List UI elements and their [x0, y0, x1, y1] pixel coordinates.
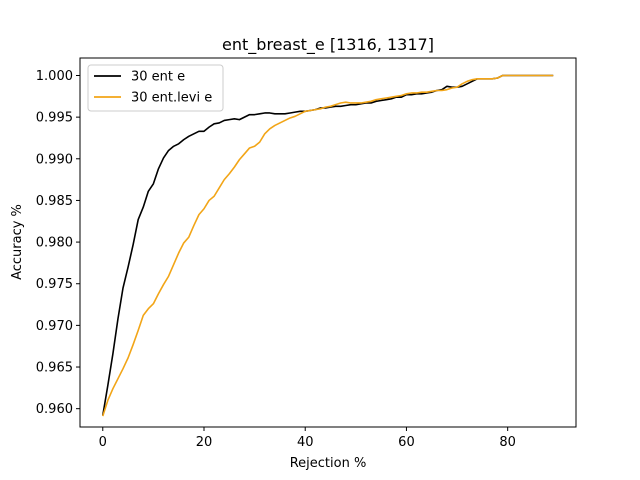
plot-area: 0 20 40 60 80 0.960 0.965 0.970 0.975 0.980 0.985 0… — [36, 57, 577, 450]
legend-label-1: 30 ent e — [131, 70, 185, 85]
y-tick-label: 0.970 — [36, 319, 73, 334]
y-tick-label: 0.965 — [36, 361, 73, 376]
y-tick-label: 1.000 — [36, 69, 73, 84]
legend-box — [87, 64, 224, 112]
y-tick-label: 0.980 — [36, 236, 73, 251]
x-tick-label: 0 — [99, 435, 107, 450]
x-tick-label: 20 — [196, 435, 213, 450]
y-axis-title: Accuracy % — [10, 204, 25, 280]
y-tick-label: 0.990 — [36, 152, 73, 167]
x-tick-label: 60 — [398, 435, 415, 450]
x-tick-label: 80 — [499, 435, 516, 450]
y-tick-label: 0.960 — [36, 402, 73, 417]
y-tick-label: 0.975 — [36, 277, 73, 292]
y-tick-label: 0.985 — [36, 194, 73, 209]
chart-title: ent_breast_e [1316, 1317] — [222, 35, 434, 55]
x-axis-title: Rejection % — [290, 456, 367, 471]
x-tick-label: 40 — [297, 435, 314, 450]
y-tick-label: 0.995 — [36, 111, 73, 126]
series-line-2 — [102, 74, 554, 417]
legend-label-2: 30 ent.levi e — [131, 91, 212, 106]
